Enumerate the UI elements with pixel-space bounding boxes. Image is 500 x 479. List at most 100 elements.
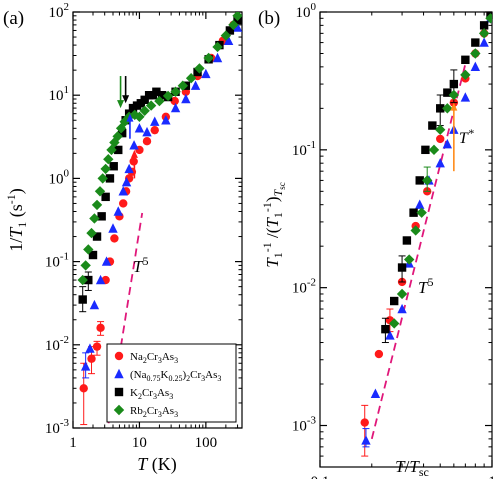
- legend-marker: [114, 351, 124, 361]
- y-tick-label: 100: [49, 167, 70, 187]
- data-point: [117, 128, 127, 138]
- panel-label: (b): [258, 8, 280, 29]
- data-point: [112, 131, 123, 142]
- data-point: [471, 38, 480, 47]
- data-point: [101, 192, 110, 202]
- data-point: [443, 88, 452, 97]
- data-point: [360, 418, 369, 427]
- data-point: [80, 361, 91, 371]
- data-point: [436, 104, 445, 113]
- data-point: [415, 199, 425, 209]
- data-point: [361, 435, 371, 445]
- data-point: [479, 37, 489, 47]
- x-tick-label: 1: [69, 435, 77, 451]
- y-tick-label: 10-3: [45, 417, 70, 437]
- data-point: [397, 263, 407, 272]
- data-point: [436, 134, 445, 144]
- data-point: [190, 80, 201, 90]
- data-point: [91, 199, 103, 211]
- y-tick-label: 10-1: [45, 251, 69, 271]
- series-1: [80, 22, 242, 379]
- data-point: [113, 206, 123, 216]
- data-point: [94, 186, 106, 197]
- data-point: [80, 260, 91, 271]
- legend-entry: K2Cr3As3: [130, 387, 173, 401]
- data-point: [485, 13, 492, 24]
- series-3: [388, 13, 492, 329]
- data-point: [170, 96, 179, 106]
- data-point: [140, 95, 149, 105]
- data-point: [105, 174, 115, 183]
- transition-arrow: [126, 113, 134, 139]
- data-point: [410, 225, 421, 236]
- data-point: [92, 342, 102, 351]
- minor-ticks: [320, 12, 492, 467]
- data-point: [134, 111, 145, 123]
- legend: Na2Cr3As3 (Na0.75K0.25)2Cr3As3 K2Cr3As3 Rb2…: [106, 343, 237, 423]
- data-point: [150, 125, 159, 135]
- data-point: [460, 92, 471, 102]
- data-point: [428, 121, 437, 130]
- data-point: [385, 330, 395, 340]
- data-point: [442, 138, 453, 149]
- data-point: [470, 48, 481, 59]
- y-axis-label: 1/T1 (s-1): [4, 188, 29, 252]
- data-point: [77, 274, 88, 286]
- data-point: [142, 136, 152, 146]
- data-point: [88, 250, 98, 260]
- x-tick-label: 0.1: [311, 474, 330, 479]
- data-point: [162, 90, 174, 102]
- data-point: [119, 199, 128, 208]
- data-point: [109, 162, 118, 171]
- transition-arrow: [117, 76, 125, 109]
- legend-entry: Rb2Cr3As3: [130, 405, 178, 419]
- y-tick-label: 10-3: [292, 415, 317, 435]
- data-point: [84, 275, 93, 285]
- data-point: [100, 163, 111, 175]
- data-point: [97, 212, 106, 221]
- x-axis-label: T/Tsc: [395, 457, 429, 479]
- transition-arrow: [122, 76, 130, 104]
- data-point: [78, 295, 87, 304]
- y-tick-label: 10-1: [292, 139, 316, 159]
- legend-marker: [113, 404, 125, 416]
- data-point: [381, 324, 390, 334]
- data-point: [421, 145, 430, 155]
- data-point: [396, 288, 408, 300]
- panel-label: (a): [3, 8, 24, 29]
- data-point: [461, 55, 470, 64]
- data-point: [95, 274, 106, 285]
- data-point: [124, 163, 134, 174]
- data-point: [415, 176, 424, 185]
- reference-curve-t5: [106, 212, 144, 428]
- data-point: [134, 123, 145, 133]
- plot-frame: [319, 11, 493, 468]
- data-point: [170, 102, 181, 113]
- data-point: [232, 22, 242, 32]
- data-point: [435, 124, 446, 135]
- data-point: [388, 318, 400, 329]
- data-point: [397, 303, 407, 314]
- data-point: [83, 244, 94, 255]
- data-point: [435, 157, 445, 168]
- transition-arrow: [130, 149, 138, 179]
- data-point: [142, 126, 152, 137]
- data-point: [139, 105, 150, 116]
- data-point: [460, 69, 471, 81]
- legend-entry: (Na0.75K0.25)2Cr3As3: [130, 369, 221, 383]
- data-point: [87, 354, 96, 363]
- data-point: [181, 93, 191, 104]
- data-point: [114, 145, 123, 155]
- reference-curve-t5: [370, 63, 467, 440]
- data-point: [201, 68, 211, 79]
- y-tick-label: 102: [49, 1, 70, 21]
- data-point: [79, 384, 88, 393]
- y-tick-label: 10-2: [292, 277, 316, 297]
- data-point: [177, 80, 189, 91]
- y-tick-label: 10-2: [45, 334, 69, 354]
- data-point: [223, 35, 234, 46]
- data-point: [152, 87, 161, 96]
- data-point: [220, 30, 232, 41]
- data-point: [118, 186, 128, 196]
